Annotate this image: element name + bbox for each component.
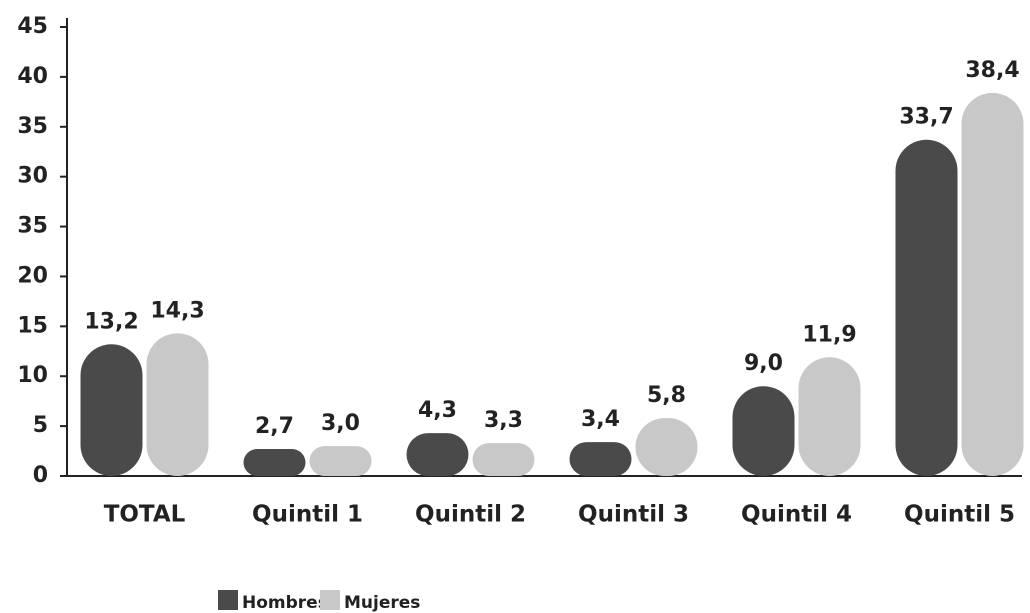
legend-label: Mujeres [344, 593, 420, 613]
y-tick-label: 30 [17, 164, 48, 189]
bar [798, 357, 861, 476]
bar [146, 333, 209, 476]
bar [732, 386, 795, 476]
x-tick-label: Quintil 4 [741, 502, 852, 528]
value-label: 33,7 [899, 105, 953, 130]
bar [309, 446, 372, 476]
y-tick-label: 35 [17, 114, 48, 139]
bar [635, 418, 698, 476]
x-tick-label: Quintil 5 [904, 502, 1015, 528]
value-label: 13,2 [84, 309, 138, 334]
y-tick-label: 5 [33, 413, 48, 438]
y-tick-label: 35 [17, 214, 48, 239]
value-label: 2,7 [255, 414, 294, 439]
value-label: 3,4 [581, 407, 620, 432]
bar [895, 139, 958, 476]
x-tick-label: Quintil 1 [252, 502, 363, 528]
value-label: 38,4 [965, 58, 1019, 83]
legend-label: Hombres [242, 593, 328, 613]
bar [243, 449, 306, 476]
bar [569, 442, 632, 476]
bar [472, 443, 535, 476]
y-tick-label: 40 [17, 64, 48, 89]
bar [961, 92, 1024, 476]
bar [406, 433, 469, 476]
value-label: 3,3 [484, 408, 523, 433]
y-tick-label: 15 [17, 313, 48, 338]
x-tick-label: TOTAL [104, 502, 186, 528]
y-tick-label: 0 [33, 463, 48, 488]
y-tick-label: 45 [17, 14, 48, 39]
value-label: 11,9 [802, 322, 856, 347]
value-label: 5,8 [647, 383, 686, 408]
x-tick-label: Quintil 2 [415, 502, 526, 528]
legend-swatch [320, 590, 340, 610]
x-tick-label: Quintil 3 [578, 502, 689, 528]
legend-swatch [218, 590, 238, 610]
y-tick-label: 10 [17, 363, 48, 388]
value-label: 14,3 [150, 298, 204, 323]
value-label: 4,3 [418, 398, 457, 423]
value-label: 9,0 [744, 351, 783, 376]
bar [80, 344, 143, 476]
y-tick-label: 20 [17, 263, 48, 288]
value-label: 3,0 [321, 411, 360, 436]
